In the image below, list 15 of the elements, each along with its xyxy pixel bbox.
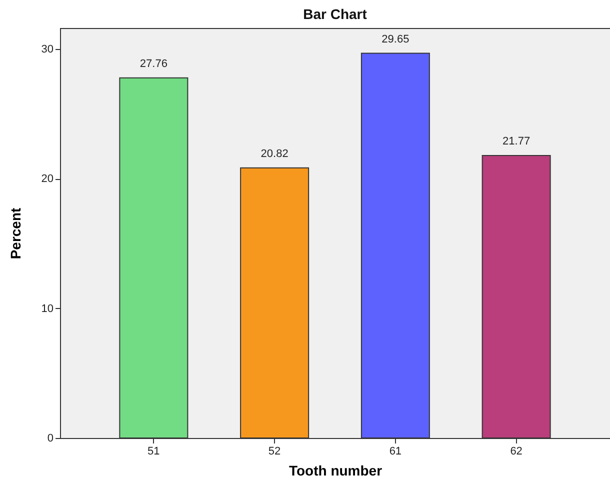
- x-axis-title: Tooth number: [288, 462, 383, 478]
- x-tick-label: 52: [268, 446, 281, 458]
- y-tick-label: 10: [41, 302, 54, 315]
- y-tick-label: 20: [41, 173, 54, 186]
- y-axis-title: Percent: [7, 207, 24, 260]
- data-label: 29.65: [382, 33, 410, 46]
- chart-title: Bar Chart: [303, 6, 368, 22]
- x-tick-label: 62: [510, 446, 522, 458]
- y-tick-label: 30: [41, 43, 54, 56]
- x-tick-label: 51: [148, 446, 160, 458]
- y-tick-label: 0: [47, 432, 54, 444]
- data-label: 21.77: [502, 136, 530, 148]
- data-label: 27.76: [140, 58, 168, 70]
- x-tick-label: 61: [389, 446, 402, 458]
- data-label: 20.82: [260, 148, 288, 160]
